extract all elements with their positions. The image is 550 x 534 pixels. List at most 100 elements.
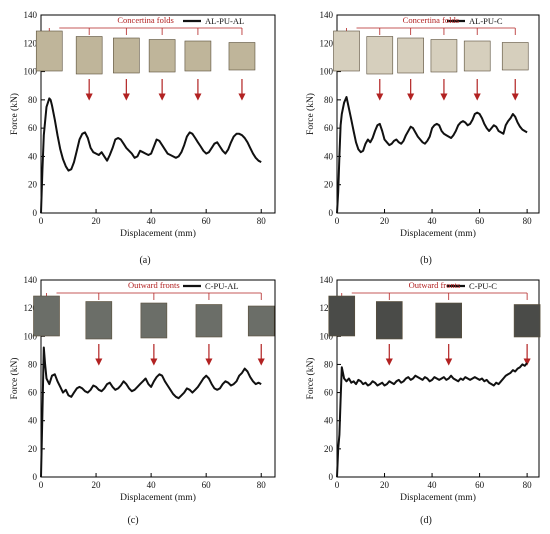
legend-label: AL-PU-C bbox=[469, 16, 503, 26]
y-tick-label: 100 bbox=[320, 331, 334, 341]
chart-panel: 0 20 40 60 80 100 120 140 0 20 40 60 80 Displacement … bbox=[9, 275, 276, 526]
x-tick-label: 40 bbox=[147, 216, 157, 226]
y-tick-label: 40 bbox=[324, 416, 334, 426]
specimen-photo bbox=[501, 42, 529, 71]
specimen-photo bbox=[184, 40, 212, 72]
annotation-title: Outward fronts bbox=[128, 280, 180, 290]
plot-frame bbox=[40, 14, 276, 214]
specimen-photo bbox=[228, 42, 256, 71]
x-tick-label: 80 bbox=[257, 216, 267, 226]
x-axis-title: Displacement (mm) bbox=[120, 228, 196, 239]
panel-label: (d) bbox=[420, 515, 432, 526]
panel-label: (c) bbox=[127, 515, 138, 526]
y-tick-label: 120 bbox=[24, 38, 38, 48]
specimen-photo bbox=[375, 301, 403, 340]
y-tick-label: 40 bbox=[28, 416, 38, 426]
plot-frame bbox=[336, 279, 540, 478]
x-tick-label: 40 bbox=[428, 480, 438, 490]
chart-panel: 0 20 40 60 80 100 120 140 0 20 40 60 80 Displacement … bbox=[305, 275, 541, 526]
y-tick-label: 120 bbox=[320, 303, 334, 313]
specimen-photo bbox=[35, 30, 63, 72]
annotation-title: Concertina folds bbox=[403, 15, 459, 25]
specimen-photo bbox=[463, 40, 491, 72]
legend-label: AL-PU-AL bbox=[205, 16, 244, 26]
annotation-title: Concertina folds bbox=[117, 15, 173, 25]
specimen-photo bbox=[140, 302, 168, 339]
specimen-photo bbox=[148, 39, 176, 73]
y-tick-label: 80 bbox=[324, 95, 334, 105]
specimen-photo bbox=[85, 301, 113, 340]
series-line bbox=[336, 362, 528, 478]
y-tick-label: 0 bbox=[329, 208, 334, 218]
y-tick-label: 0 bbox=[33, 472, 38, 482]
y-tick-label: 80 bbox=[324, 359, 334, 369]
y-tick-label: 80 bbox=[28, 359, 38, 369]
y-tick-label: 60 bbox=[28, 123, 38, 133]
y-tick-label: 80 bbox=[28, 95, 38, 105]
x-tick-label: 20 bbox=[92, 216, 102, 226]
x-axis-title: Displacement (mm) bbox=[120, 492, 196, 503]
x-tick-label: 60 bbox=[202, 480, 212, 490]
x-tick-label: 40 bbox=[147, 480, 157, 490]
plot-frame bbox=[40, 279, 276, 478]
x-tick-label: 0 bbox=[335, 216, 340, 226]
y-tick-label: 140 bbox=[320, 275, 334, 285]
x-tick-label: 60 bbox=[475, 216, 485, 226]
panel-label: (b) bbox=[420, 255, 432, 266]
specimen-photo bbox=[113, 37, 140, 74]
legend-label: C-PU-AL bbox=[205, 281, 239, 291]
specimen-photo bbox=[75, 36, 103, 75]
y-tick-label: 20 bbox=[324, 444, 334, 454]
x-axis-title: Displacement (mm) bbox=[400, 228, 476, 239]
specimen-photo bbox=[33, 295, 60, 337]
specimen-photo bbox=[435, 302, 462, 339]
y-tick-label: 0 bbox=[329, 472, 334, 482]
y-tick-label: 60 bbox=[324, 388, 334, 398]
legend-label: C-PU-C bbox=[469, 281, 497, 291]
specimen-photo bbox=[430, 39, 458, 73]
y-tick-label: 20 bbox=[324, 180, 334, 190]
x-axis-title: Displacement (mm) bbox=[400, 492, 476, 503]
y-axis-title: Force (kN) bbox=[9, 358, 20, 400]
y-tick-label: 100 bbox=[24, 331, 38, 341]
y-tick-label: 0 bbox=[33, 208, 38, 218]
series-line bbox=[336, 96, 528, 214]
specimen-photo bbox=[513, 304, 541, 338]
x-tick-label: 60 bbox=[475, 480, 485, 490]
x-tick-label: 20 bbox=[380, 480, 390, 490]
y-tick-label: 60 bbox=[28, 388, 38, 398]
annotation-title: Outward fronts bbox=[409, 280, 461, 290]
plot-frame bbox=[336, 14, 540, 214]
panel-label: (a) bbox=[139, 255, 150, 266]
specimen-photo bbox=[366, 36, 394, 75]
specimen-photo bbox=[195, 304, 223, 338]
x-tick-label: 0 bbox=[335, 480, 340, 490]
y-tick-label: 100 bbox=[24, 67, 38, 77]
y-tick-label: 120 bbox=[24, 303, 38, 313]
specimen-photo bbox=[397, 37, 424, 74]
y-tick-label: 40 bbox=[28, 151, 38, 161]
x-tick-label: 0 bbox=[39, 216, 44, 226]
y-tick-label: 20 bbox=[28, 444, 38, 454]
chart-panel: 0 20 40 60 80 100 120 140 0 20 40 60 80 Displacement … bbox=[9, 10, 276, 266]
series-line bbox=[40, 97, 262, 214]
x-tick-label: 0 bbox=[39, 480, 44, 490]
y-tick-label: 140 bbox=[24, 10, 38, 20]
x-tick-label: 40 bbox=[428, 216, 438, 226]
specimen-photo bbox=[247, 305, 275, 337]
chart-panel: 0 20 40 60 80 100 120 140 0 20 40 60 80 Displacement … bbox=[305, 10, 540, 266]
y-tick-label: 20 bbox=[28, 180, 38, 190]
y-axis-title: Force (kN) bbox=[305, 93, 316, 135]
x-tick-label: 80 bbox=[257, 480, 267, 490]
x-tick-label: 80 bbox=[523, 480, 533, 490]
y-tick-label: 140 bbox=[320, 10, 334, 20]
y-tick-label: 100 bbox=[320, 67, 334, 77]
specimen-photo bbox=[328, 295, 356, 337]
y-tick-label: 140 bbox=[24, 275, 38, 285]
series-line bbox=[40, 346, 262, 478]
specimen-photo bbox=[333, 30, 360, 72]
x-tick-label: 20 bbox=[92, 480, 102, 490]
y-axis-title: Force (kN) bbox=[305, 358, 316, 400]
x-tick-label: 20 bbox=[380, 216, 390, 226]
